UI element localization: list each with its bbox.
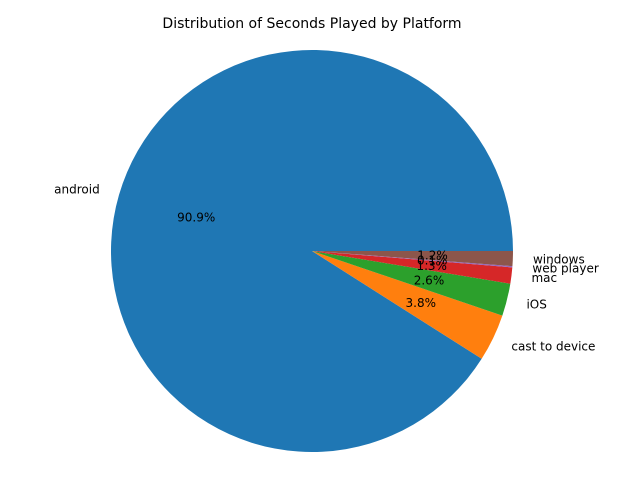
- pct-label-mac: 1.3%: [416, 259, 447, 273]
- pie-slice-mac: [312, 251, 513, 284]
- chart-title: Distribution of Seconds Played by Platfo…: [162, 16, 461, 32]
- pie-slices: [110, 50, 514, 453]
- slice-label-ios: iOS: [526, 298, 546, 312]
- percentage-labels: 90.9% 3.8% 2.6%1.3%0.1%1.2%: [177, 210, 448, 310]
- pct-label-web-player: 0.1%: [417, 253, 448, 267]
- pie-slice-cast-to-device: [312, 251, 503, 359]
- slice-label-android: android: [54, 182, 100, 196]
- pie-slice-web-player: [312, 251, 513, 268]
- pct-label-cast-to-device: 3.8%: [406, 296, 437, 310]
- pct-label-windows: 1.2%: [417, 249, 448, 263]
- pie-slice-android: [110, 50, 513, 453]
- slice-label-windows: windows: [533, 252, 585, 266]
- slice-label-mac: mac: [531, 271, 557, 285]
- pie-slice-windows: [312, 251, 514, 267]
- slice-label-web-player: web player: [532, 261, 598, 275]
- pct-label-ios: 2.6%: [414, 273, 445, 287]
- pct-label-android: 90.9%: [177, 210, 215, 224]
- pie-slice-ios: [312, 251, 511, 316]
- slice-label-cast-to-device: cast to device: [511, 339, 595, 353]
